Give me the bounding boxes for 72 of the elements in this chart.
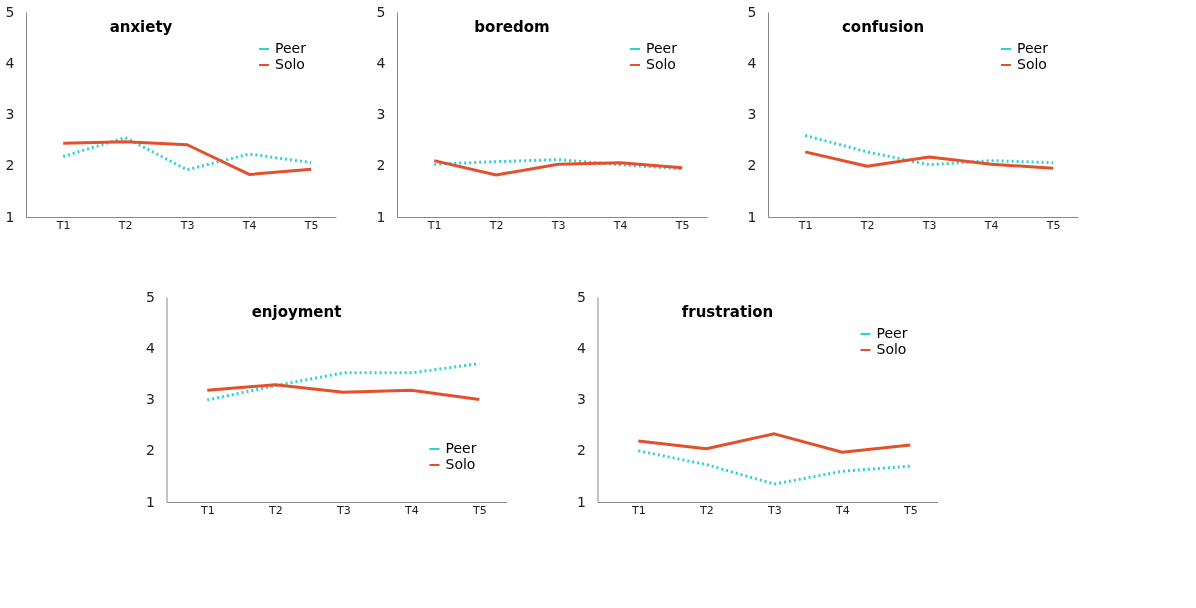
chart-title: boredom — [474, 18, 550, 36]
y-tick-label: 3 — [747, 106, 757, 122]
x-tick-label: T3 — [921, 218, 937, 232]
y-tick-label: 5 — [747, 3, 757, 20]
y-tick-label: 1 — [376, 208, 386, 225]
x-tick-label: T1 — [55, 218, 71, 232]
y-tick-label: 4 — [747, 54, 757, 71]
x-tick-label: T4 — [983, 218, 999, 232]
x-tick-label: T2 — [859, 218, 875, 232]
x-tick-label: T2 — [488, 218, 504, 232]
y-tick-label: 4 — [577, 339, 587, 356]
legend-label: Peer — [1017, 40, 1049, 56]
legend-label: Solo — [445, 456, 476, 472]
y-tick-label: 3 — [577, 391, 586, 407]
y-tick-label: 2 — [146, 442, 155, 459]
x-tick-label: T5 — [303, 218, 319, 232]
line-series — [803, 150, 1055, 170]
x-tick-label: T2 — [267, 503, 283, 517]
x-tick-label: T3 — [335, 503, 351, 517]
x-tick-label: T5 — [902, 503, 918, 517]
x-tick-label: T4 — [241, 218, 257, 232]
x-tick-label: T1 — [426, 218, 442, 232]
x-tick-label: T5 — [674, 218, 690, 232]
chart-title: frustration — [681, 303, 774, 321]
chart-title: enjoyment — [251, 303, 342, 321]
line-series — [432, 158, 684, 171]
x-tick-label: T1 — [797, 218, 813, 232]
x-tick-label: T1 — [199, 503, 215, 517]
x-tick-label: T4 — [403, 503, 419, 517]
legend-label: Solo — [646, 56, 676, 72]
y-tick-label: 4 — [146, 339, 156, 356]
line-series — [432, 159, 684, 177]
y-tick-label: 4 — [5, 54, 15, 71]
y-tick-label: 2 — [577, 442, 586, 459]
legend-label: Solo — [876, 341, 907, 357]
x-tick-label: T3 — [766, 503, 782, 517]
line-series — [803, 134, 1055, 167]
x-tick-label: T5 — [471, 503, 487, 517]
x-tick-label: T3 — [179, 218, 195, 232]
y-tick-label: 2 — [5, 157, 15, 174]
y-tick-label: 5 — [5, 3, 15, 20]
y-tick-label: 5 — [146, 288, 155, 305]
x-tick-label: T2 — [117, 218, 133, 232]
line-series — [636, 432, 912, 454]
y-tick-label: 3 — [146, 391, 155, 407]
legend-label: Solo — [1017, 56, 1047, 72]
y-tick-label: 2 — [376, 157, 386, 174]
y-tick-label: 1 — [577, 493, 586, 510]
legend-label: Solo — [275, 56, 305, 72]
y-tick-label: 5 — [577, 288, 586, 305]
x-tick-label: T5 — [1045, 218, 1061, 232]
legend-label: Peer — [646, 40, 678, 56]
line-series — [636, 449, 912, 486]
x-tick-label: T2 — [698, 503, 714, 517]
y-tick-label: 5 — [376, 3, 386, 20]
legend-label: Peer — [876, 325, 908, 341]
chart-title: anxiety — [109, 18, 173, 36]
y-tick-label: 1 — [747, 208, 757, 225]
legend-label: Peer — [275, 40, 307, 56]
y-tick-label: 1 — [5, 208, 15, 225]
x-tick-label: T4 — [834, 503, 850, 517]
x-tick-label: T3 — [550, 218, 566, 232]
x-tick-label: T1 — [630, 503, 646, 517]
x-tick-label: T4 — [612, 218, 628, 232]
y-tick-label: 2 — [747, 157, 757, 174]
y-tick-label: 4 — [376, 54, 386, 71]
legend-label: Peer — [445, 440, 477, 456]
chart-title: confusion — [841, 18, 925, 36]
line-series — [205, 383, 481, 401]
y-tick-label: 3 — [376, 106, 386, 122]
y-tick-label: 3 — [5, 106, 15, 122]
y-tick-label: 1 — [146, 493, 155, 510]
